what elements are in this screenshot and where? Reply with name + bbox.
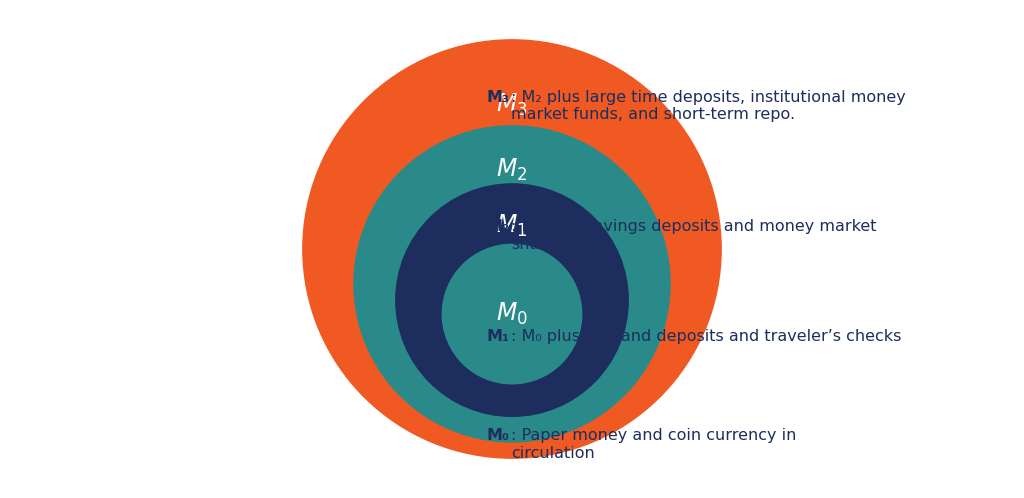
- Circle shape: [442, 245, 582, 384]
- Text: $M_2$: $M_2$: [497, 157, 527, 183]
- Text: : M₁ plus savings deposits and money market
shares: : M₁ plus savings deposits and money mar…: [511, 219, 877, 251]
- Text: : Paper money and coin currency in
circulation: : Paper money and coin currency in circu…: [511, 428, 797, 461]
- Text: M₂: M₂: [486, 219, 509, 234]
- Circle shape: [303, 40, 721, 458]
- Text: M₁: M₁: [486, 329, 509, 344]
- Text: M₃: M₃: [486, 90, 509, 105]
- Circle shape: [396, 184, 628, 416]
- Text: : M₂ plus large time deposits, institutional money
market funds, and short-term : : M₂ plus large time deposits, instituti…: [511, 90, 905, 122]
- Circle shape: [354, 126, 670, 442]
- Text: $M_1$: $M_1$: [497, 213, 527, 239]
- Text: $M_0$: $M_0$: [496, 301, 528, 327]
- Text: : M₀ plus demand deposits and traveler’s checks: : M₀ plus demand deposits and traveler’s…: [511, 329, 901, 344]
- Text: $M_3$: $M_3$: [497, 92, 527, 118]
- Text: M₀: M₀: [486, 428, 509, 443]
